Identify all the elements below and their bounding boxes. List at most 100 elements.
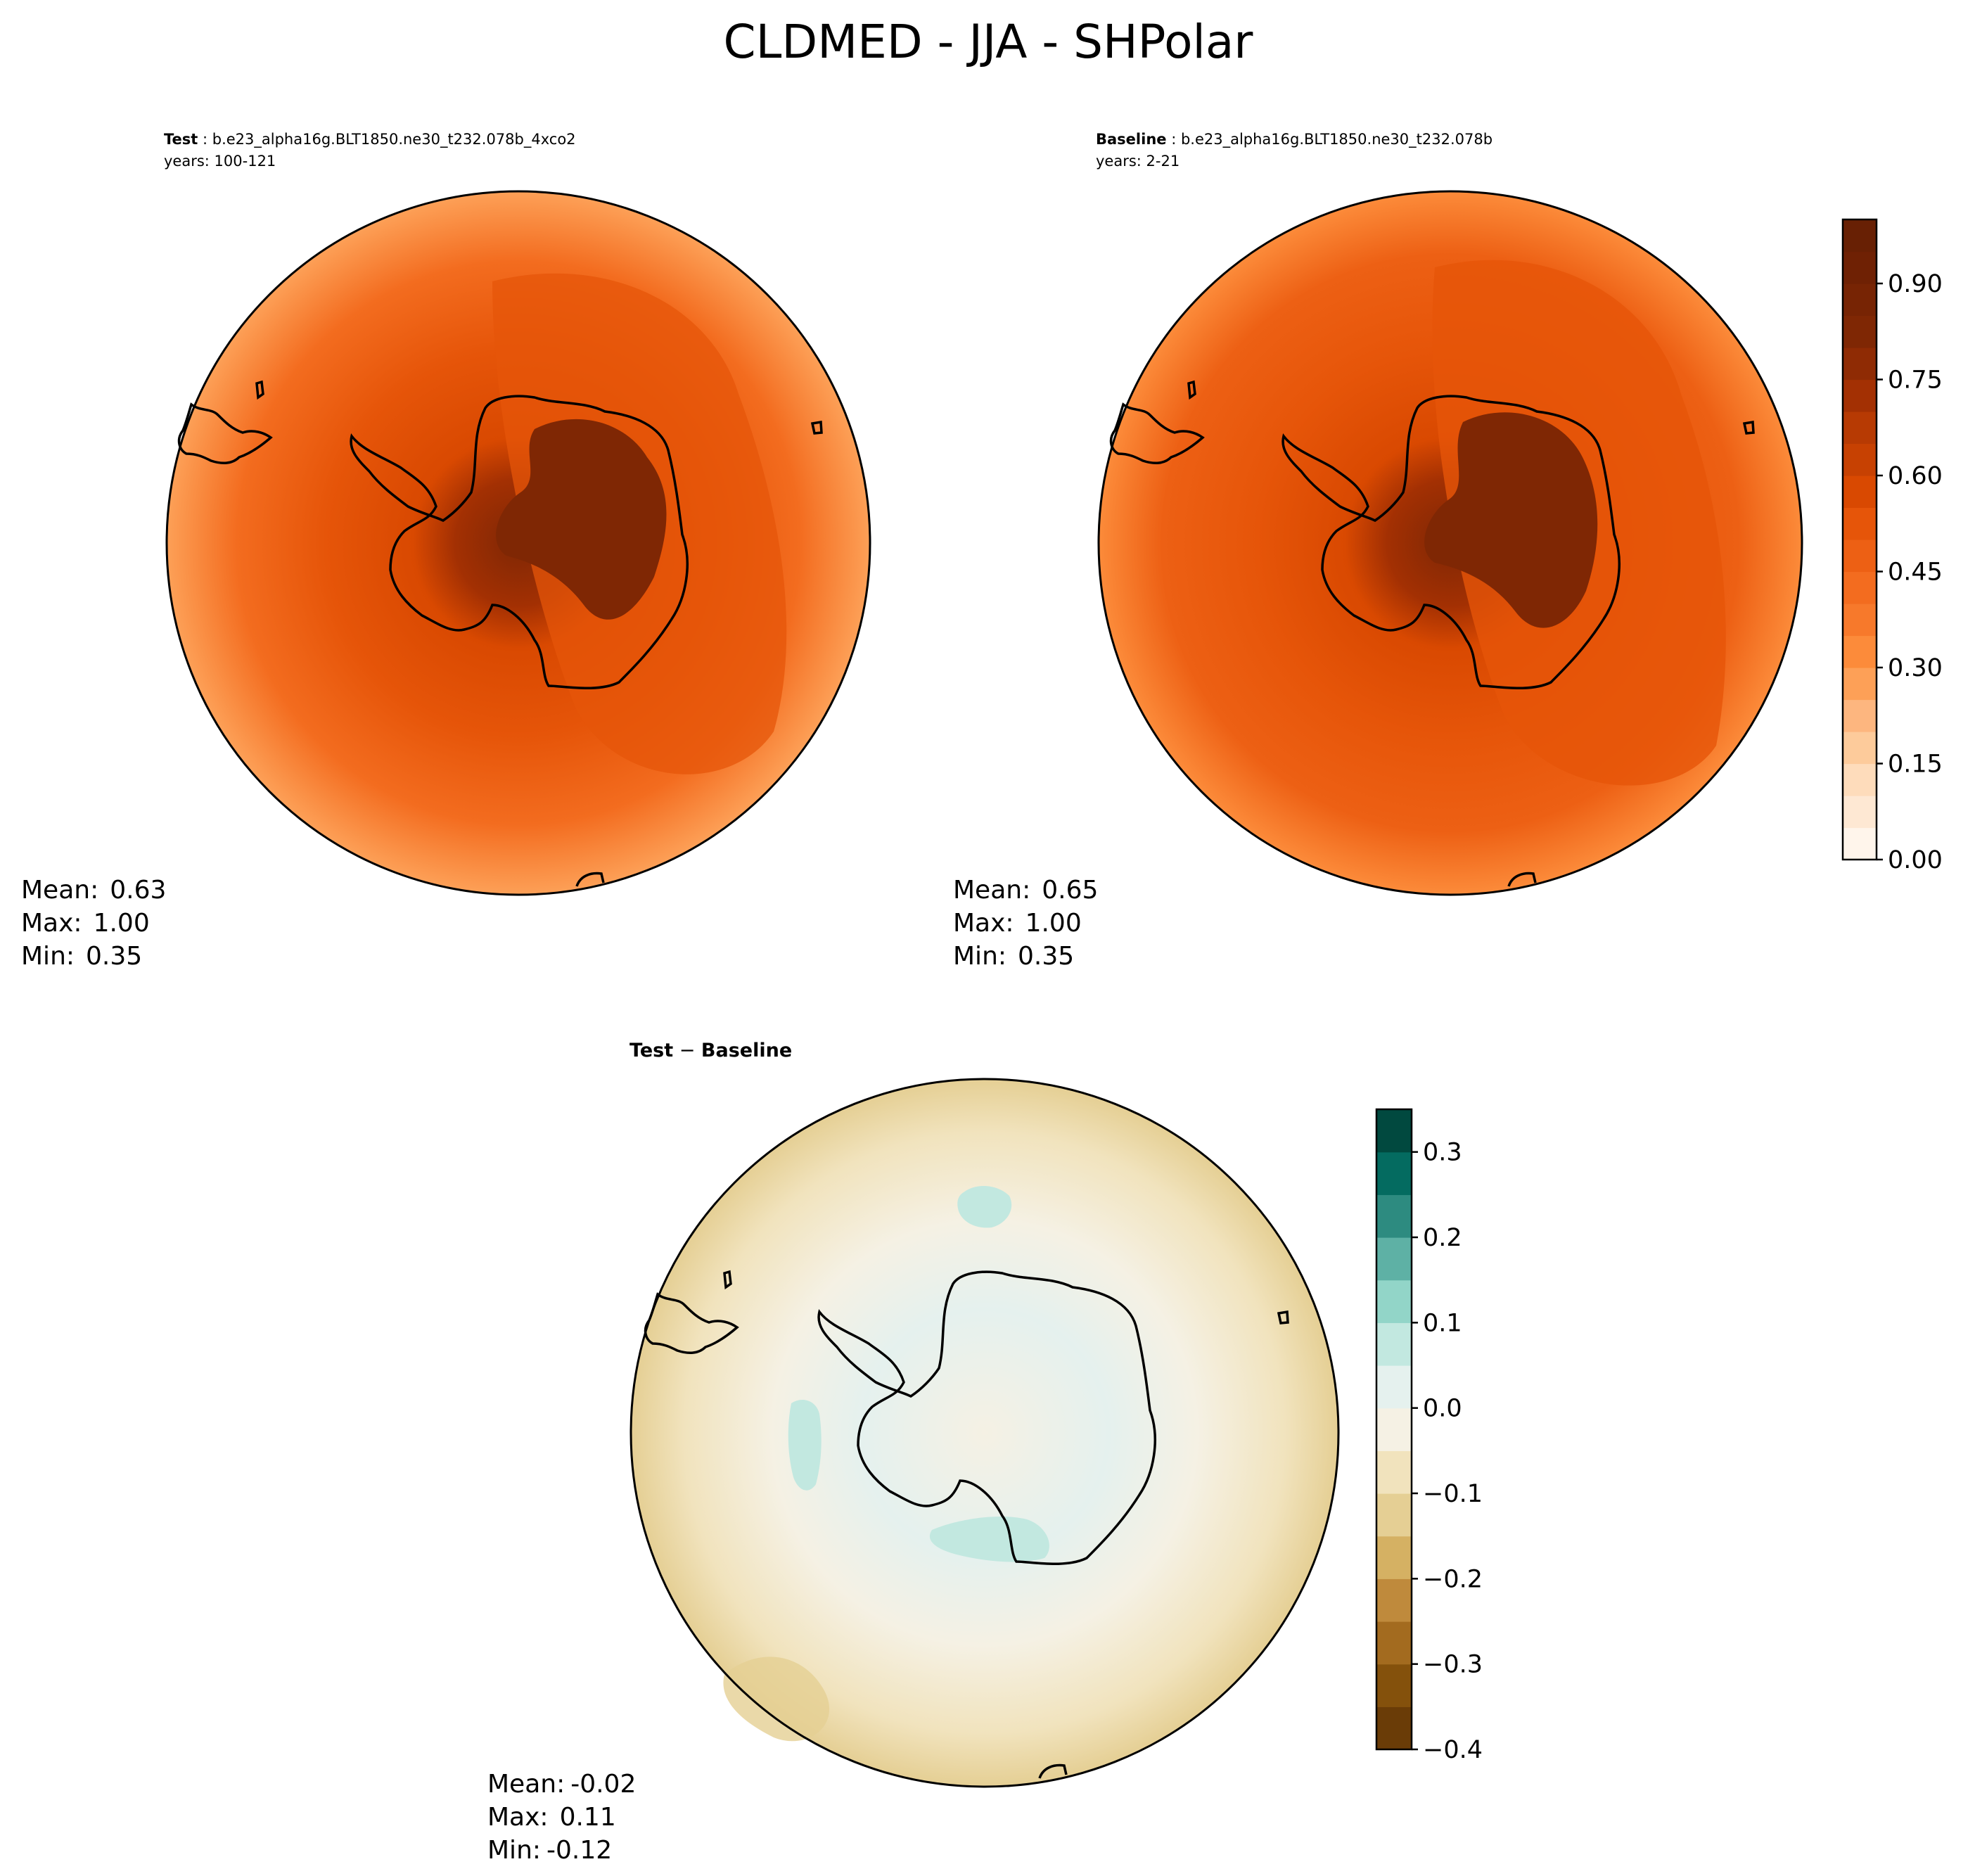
figure-title: CLDMED - JJA - SHPolar <box>724 15 1254 69</box>
colorbar-top-swatch <box>1843 796 1877 829</box>
colorbar-top-swatch <box>1843 507 1877 540</box>
colorbar-difference-swatch <box>1376 1536 1412 1579</box>
colorbar-difference-swatch <box>1376 1450 1412 1494</box>
difference-stat-max: Max: 0.11 <box>487 1803 616 1832</box>
baseline-title-bold: Baseline <box>1096 131 1167 148</box>
test-panel-title: Test : b.e23_alpha16g.BLT1850.ne30_t232.… <box>164 131 576 148</box>
colorbar-top-swatch <box>1843 476 1877 509</box>
test-panel-years: years: 100-121 <box>164 153 276 170</box>
baseline-high-core <box>1424 412 1598 628</box>
colorbar-top-tick-label: 0.45 <box>1888 559 1943 587</box>
colorbar-difference-swatch <box>1376 1365 1412 1409</box>
colorbar-difference-tick-label: −0.3 <box>1423 1651 1483 1679</box>
test-stat-max: Max: 1.00 <box>21 909 150 938</box>
baseline-stat-max: Max: 1.00 <box>953 909 1082 938</box>
test-island-outline-2 <box>810 420 823 435</box>
colorbar-top-swatch <box>1843 315 1877 348</box>
baseline-panel: Baseline : b.e23_alpha16g.BLT1850.ne30_t… <box>953 131 1803 971</box>
colorbar-difference-swatch <box>1376 1194 1412 1238</box>
colorbar-top-swatch <box>1843 379 1877 412</box>
baseline-title-rest: : b.e23_alpha16g.BLT1850.ne30_t232.078b <box>1167 131 1493 148</box>
colorbar-top-tick-label: 0.00 <box>1888 846 1943 874</box>
baseline-min-label: Min: <box>953 942 1006 971</box>
colorbar-top-swatch <box>1843 571 1877 604</box>
baseline-island-outline-2 <box>1742 420 1755 435</box>
difference-stat-mean: Mean: -0.02 <box>487 1770 636 1799</box>
test-map-boundary <box>165 190 871 896</box>
colorbar-top-swatch <box>1843 540 1877 573</box>
colorbar-top-swatch <box>1843 699 1877 732</box>
colorbar-difference-swatch <box>1376 1237 1412 1281</box>
difference-antarctica-outline <box>817 1270 1156 1565</box>
colorbar-top-swatch <box>1843 411 1877 445</box>
colorbar-top-frame <box>1841 218 1878 861</box>
difference-mean-label: Mean: <box>487 1770 565 1799</box>
colorbar-difference-tick-label: 0.3 <box>1423 1139 1462 1167</box>
colorbar-top-swatch <box>1843 635 1877 668</box>
test-high-core <box>496 419 667 620</box>
baseline-south-america-outline <box>1109 402 1205 465</box>
colorbar-top-swatch <box>1843 443 1877 476</box>
baseline-stat-min: Min: 0.35 <box>953 942 1074 971</box>
baseline-max-value: 1.00 <box>1025 909 1082 938</box>
baseline-antarctica-outline <box>1281 395 1621 689</box>
baseline-map-boundary <box>1097 190 1803 896</box>
colorbar-difference-tick-label: 0.2 <box>1423 1224 1462 1252</box>
colorbar-top-swatch <box>1843 763 1877 796</box>
difference-teal-blob-1 <box>957 1185 1012 1228</box>
colorbar-difference-swatch <box>1376 1621 1412 1665</box>
colorbar-difference: −0.4 −0.3 −0.2 −0.1 0.0 0.1 0.2 0.3 <box>1375 1108 1483 1764</box>
test-stat-mean: Mean: 0.63 <box>21 876 166 905</box>
baseline-island-outline-3 <box>1507 872 1537 887</box>
colorbar-difference-swatch <box>1376 1706 1412 1750</box>
difference-tan-ring <box>723 1657 830 1742</box>
colorbar-difference-swatch <box>1376 1151 1412 1195</box>
colorbar-top: 0.00 0.15 0.30 0.45 0.60 0.75 0.90 <box>1841 218 1943 874</box>
baseline-panel-title: Baseline : b.e23_alpha16g.BLT1850.ne30_t… <box>1096 131 1493 148</box>
colorbar-top-swatch <box>1843 251 1877 284</box>
difference-min-value: -0.12 <box>547 1836 612 1865</box>
test-title-rest: : b.e23_alpha16g.BLT1850.ne30_t232.078b_… <box>198 131 575 148</box>
colorbar-difference-frame <box>1375 1108 1413 1751</box>
test-south-america-outline <box>177 402 273 465</box>
difference-mean-value: -0.02 <box>570 1770 636 1799</box>
colorbar-difference-swatch <box>1376 1280 1412 1323</box>
test-island-outline-3 <box>575 872 605 887</box>
colorbar-top-tick-label: 0.15 <box>1888 751 1943 779</box>
difference-map-boundary <box>629 1078 1340 1788</box>
difference-stat-min: Min: -0.12 <box>487 1836 612 1865</box>
colorbar-top-swatch <box>1843 604 1877 637</box>
colorbar-difference-swatch <box>1376 1109 1412 1153</box>
colorbar-difference-swatch <box>1376 1322 1412 1366</box>
colorbar-top-swatch <box>1843 827 1877 860</box>
baseline-mean-label: Mean: <box>953 876 1030 905</box>
baseline-island-outline <box>1187 380 1196 400</box>
difference-teal-blob-2 <box>788 1400 822 1491</box>
colorbar-top-swatch <box>1843 732 1877 765</box>
test-stat-min: Min: 0.35 <box>21 942 142 971</box>
difference-teal-blob-3 <box>929 1516 1049 1562</box>
difference-panel-title: Test − Baseline <box>629 1040 792 1061</box>
difference-title-minus: − <box>673 1040 701 1061</box>
colorbar-top-tick-label: 0.75 <box>1888 366 1943 395</box>
test-title-bold: Test <box>164 131 198 148</box>
colorbar-difference-swatch <box>1376 1664 1412 1707</box>
colorbar-difference-tick-label: −0.2 <box>1423 1565 1483 1593</box>
colorbar-top-tick-label: 0.90 <box>1888 270 1943 298</box>
difference-map-disk <box>631 1079 1338 1787</box>
baseline-min-value: 0.35 <box>1018 942 1074 971</box>
colorbar-top-tick-label: 0.30 <box>1888 654 1943 682</box>
test-min-label: Min: <box>21 942 75 971</box>
difference-max-label: Max: <box>487 1803 549 1832</box>
colorbar-difference-tick-label: 0.0 <box>1423 1395 1462 1423</box>
baseline-stat-mean: Mean: 0.65 <box>953 876 1098 905</box>
difference-max-value: 0.11 <box>560 1803 616 1832</box>
colorbar-top-swatch <box>1843 219 1877 253</box>
colorbar-top-swatch <box>1843 347 1877 381</box>
difference-island-outline <box>723 1270 732 1290</box>
colorbar-difference-swatch <box>1376 1578 1412 1622</box>
colorbar-difference-swatch <box>1376 1493 1412 1537</box>
test-mean-label: Mean: <box>21 876 98 905</box>
test-min-value: 0.35 <box>86 942 142 971</box>
